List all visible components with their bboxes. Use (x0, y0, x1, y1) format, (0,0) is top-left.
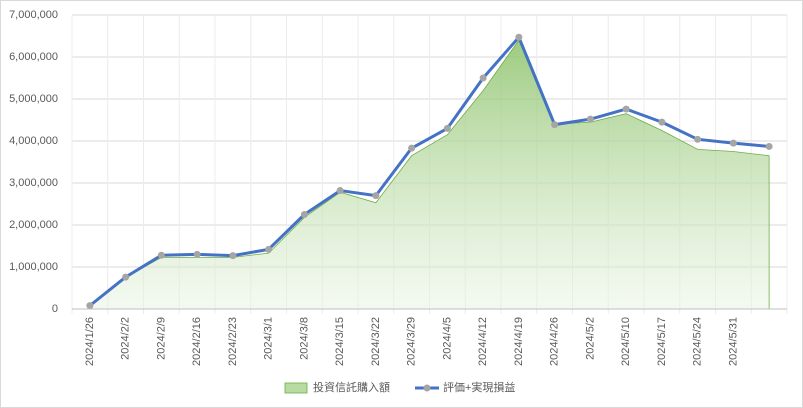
marker (729, 139, 737, 147)
x-tick-label: 2024/4/26 (549, 317, 561, 366)
y-tick-label: 4,000,000 (9, 135, 58, 147)
marker (193, 250, 201, 258)
x-tick-label: 2024/2/23 (227, 317, 239, 366)
marker (122, 273, 130, 281)
x-tick-label: 2024/1/26 (84, 317, 96, 366)
legend-swatch (284, 382, 308, 394)
marker (300, 211, 308, 218)
legend-label: 投資信託購入額 (313, 380, 390, 394)
x-tick-label: 2024/5/17 (656, 317, 668, 366)
marker (157, 251, 165, 259)
y-tick-label: 1,000,000 (9, 261, 58, 273)
x-tick-label: 2024/4/12 (477, 317, 489, 366)
x-tick-label: 2024/3/29 (406, 317, 418, 366)
y-tick-label: 2,000,000 (9, 219, 58, 231)
y-tick-label: 5,000,000 (9, 93, 58, 105)
y-tick-label: 6,000,000 (9, 51, 58, 63)
marker (586, 115, 594, 123)
x-tick-label: 2024/2/2 (120, 317, 132, 360)
x-tick-label: 2024/3/22 (370, 317, 382, 366)
marker (372, 192, 380, 200)
x-tick-label: 2024/4/5 (441, 317, 453, 360)
marker (265, 245, 273, 253)
x-tick-label: 2024/5/10 (620, 317, 632, 366)
marker (658, 118, 666, 126)
y-tick-label: 7,000,000 (9, 9, 58, 21)
y-tick-label: 3,000,000 (9, 177, 58, 189)
marker (765, 142, 773, 150)
legend-label: 評価+実現損益 (443, 380, 515, 394)
x-tick-label: 2024/2/9 (155, 317, 167, 360)
x-tick-label: 2024/3/15 (334, 317, 346, 366)
marker (622, 105, 630, 113)
marker (515, 33, 523, 41)
x-tick-label: 2024/2/16 (191, 317, 203, 366)
x-tick-label: 2024/5/24 (692, 317, 704, 366)
x-tick-label: 2024/5/31 (727, 317, 739, 366)
marker (408, 144, 416, 152)
marker (479, 74, 487, 82)
x-tick-label: 2024/3/1 (263, 317, 275, 360)
x-tick-label: 2024/5/2 (584, 317, 596, 360)
marker (551, 121, 559, 129)
marker (443, 124, 451, 132)
line (88, 35, 770, 307)
x-tick-label: 2024/3/8 (298, 317, 310, 360)
marker (694, 135, 702, 143)
legend-marker (423, 384, 431, 392)
x-tick-label: 2024/4/19 (513, 317, 525, 366)
marker (86, 302, 94, 310)
marker (336, 187, 344, 195)
y-tick-label: 0 (52, 303, 58, 315)
marker (229, 252, 237, 260)
area (89, 39, 770, 310)
